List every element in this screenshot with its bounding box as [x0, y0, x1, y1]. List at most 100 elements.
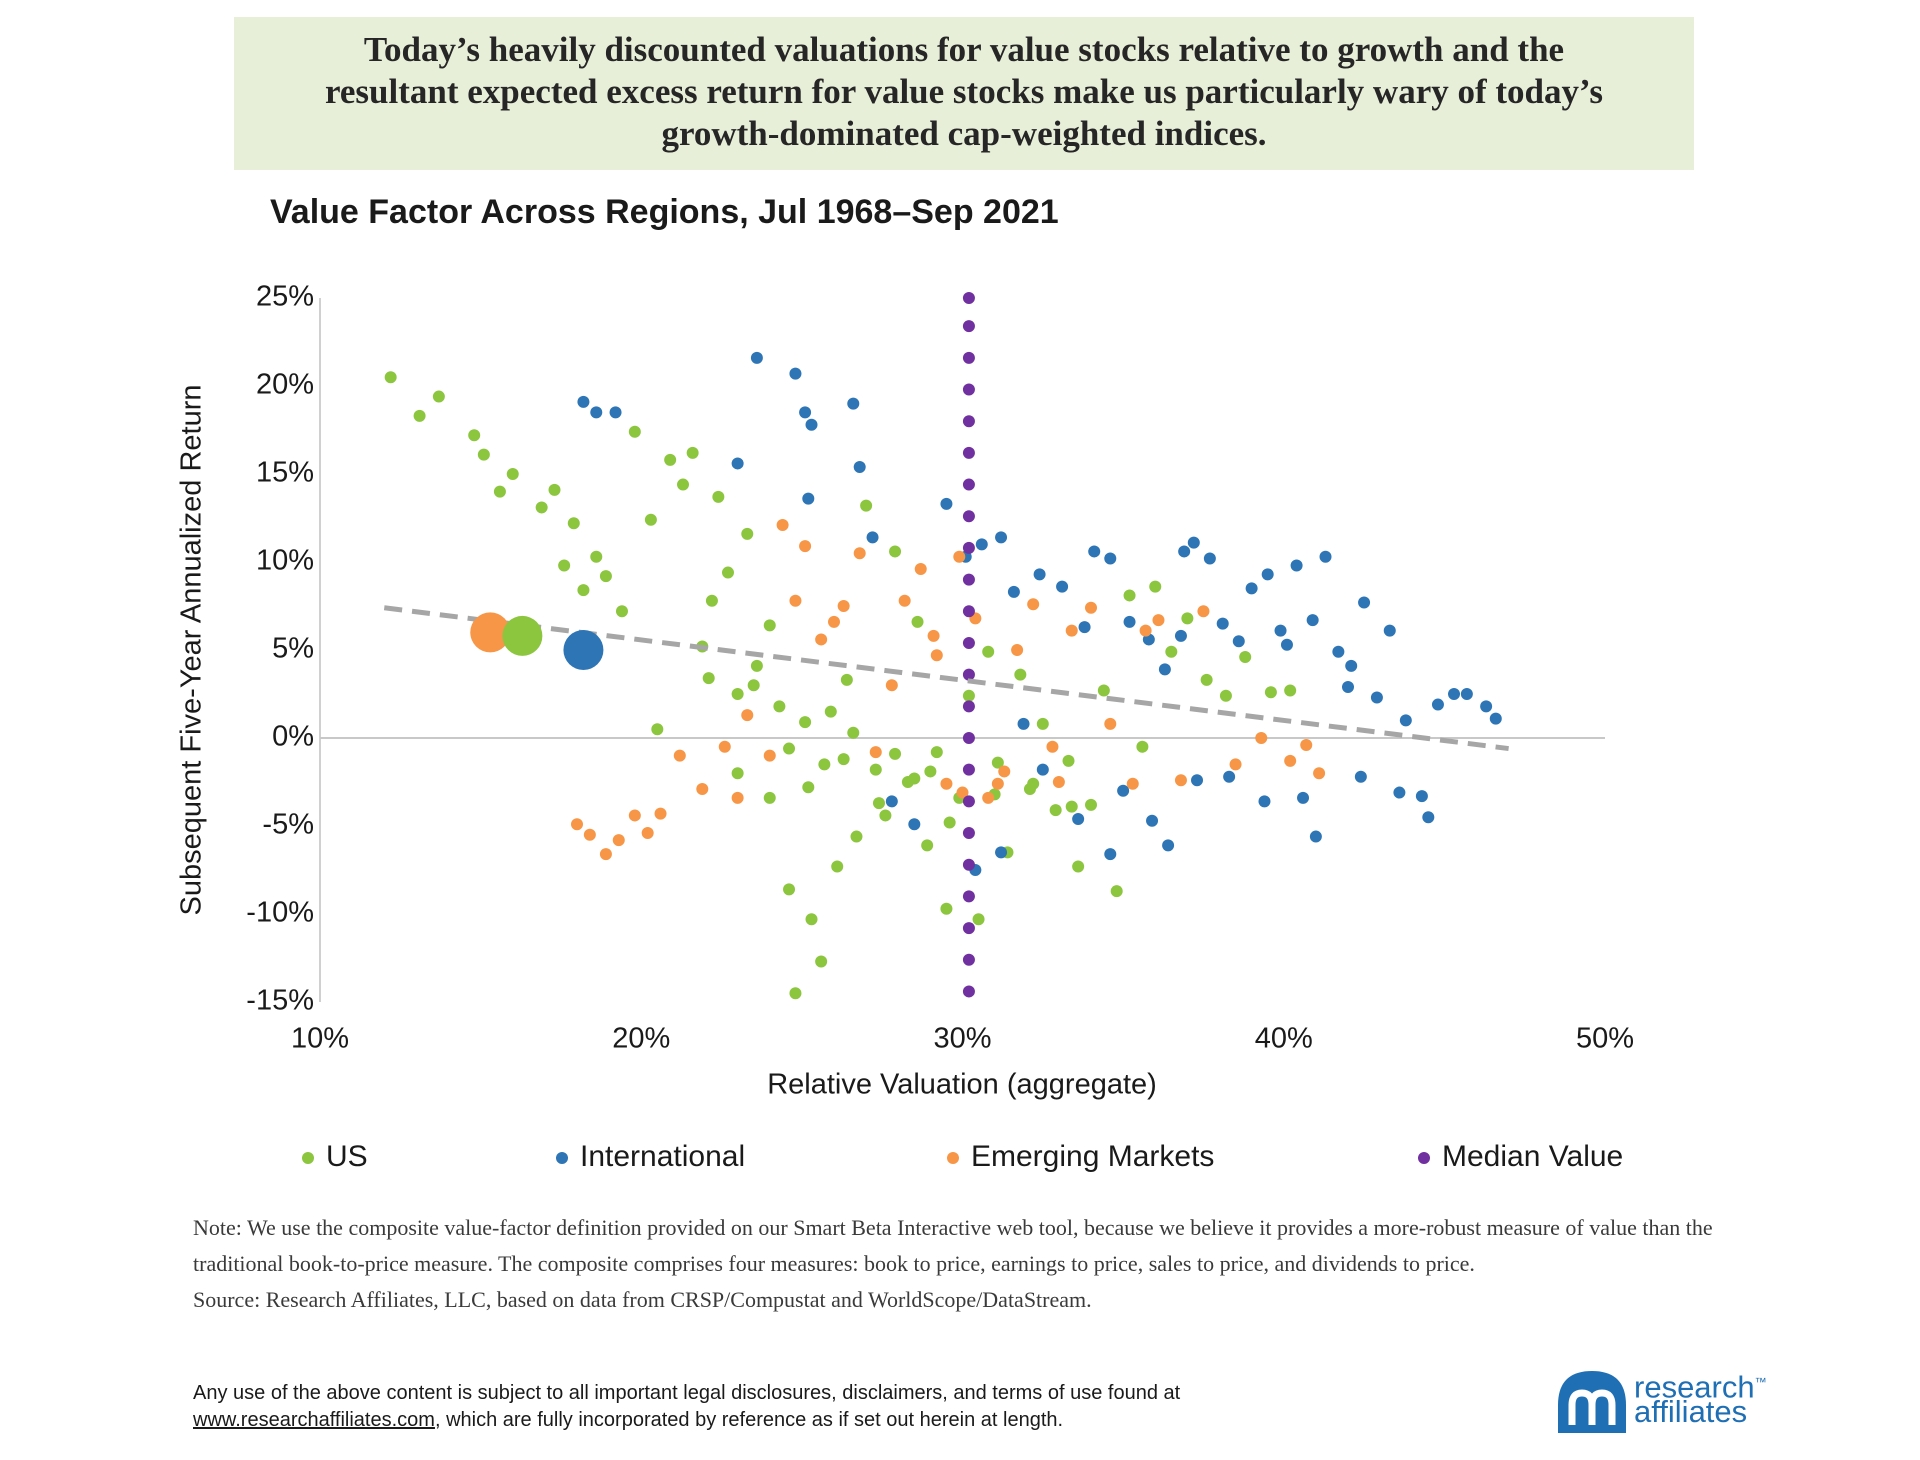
point [799, 406, 812, 419]
point [1258, 795, 1271, 808]
point [1187, 536, 1200, 549]
point [962, 320, 975, 333]
point [1229, 758, 1242, 771]
point [962, 510, 975, 523]
point [991, 756, 1004, 769]
point [975, 538, 988, 551]
point [962, 292, 975, 304]
point [962, 953, 975, 966]
logo-tm: ™ [1754, 1375, 1767, 1389]
point [853, 460, 866, 473]
point [535, 501, 548, 514]
point [1300, 739, 1313, 752]
point [940, 902, 953, 915]
point [853, 547, 866, 560]
point [962, 858, 975, 871]
point [1149, 580, 1162, 593]
point [1239, 651, 1252, 664]
point [1460, 688, 1473, 700]
point [1245, 582, 1258, 595]
trend-line [383, 605, 1509, 752]
y-tick-label: 5% [272, 633, 314, 665]
point [898, 594, 911, 607]
point [1313, 767, 1326, 780]
point [1354, 770, 1367, 783]
point [599, 570, 612, 583]
point [590, 550, 603, 563]
point [1046, 740, 1059, 753]
point [1345, 659, 1358, 672]
point [741, 709, 754, 722]
point [413, 409, 426, 422]
point [1255, 732, 1268, 744]
point [1049, 804, 1062, 817]
current-point [563, 630, 604, 670]
point [885, 795, 898, 808]
disclaimer-text: , which are fully incorporated by refere… [434, 1409, 1064, 1431]
point [1358, 596, 1371, 609]
point [1036, 717, 1049, 730]
point [1261, 568, 1274, 581]
point [783, 742, 796, 755]
point [1264, 686, 1277, 699]
point [962, 795, 975, 808]
point [702, 672, 715, 685]
point [1072, 812, 1085, 825]
point [866, 531, 879, 544]
point [908, 772, 921, 785]
logo-word: research [1634, 1369, 1755, 1405]
point [1319, 550, 1332, 563]
point [1284, 754, 1297, 767]
point [1146, 814, 1159, 827]
point [1480, 700, 1493, 713]
point [615, 605, 628, 618]
point [962, 636, 975, 649]
point [1126, 777, 1139, 790]
point [1117, 784, 1130, 797]
point [1033, 568, 1046, 581]
point [911, 615, 924, 628]
point [493, 485, 506, 498]
point [590, 406, 603, 419]
point [1290, 559, 1303, 572]
point [962, 922, 975, 935]
point [982, 791, 995, 804]
point [847, 726, 860, 739]
point [763, 619, 776, 632]
point [673, 749, 686, 762]
point [731, 457, 744, 470]
point [943, 816, 956, 829]
point [824, 705, 837, 718]
x-tick-label: 40% [1255, 1023, 1313, 1055]
point [962, 415, 975, 428]
point [1139, 624, 1152, 637]
point [962, 689, 975, 702]
point [1197, 605, 1210, 618]
point [889, 545, 902, 558]
point [567, 517, 580, 530]
y-tick-label: 0% [272, 721, 314, 753]
point [1011, 644, 1024, 656]
current-point [470, 612, 511, 653]
point [1072, 860, 1085, 873]
y-tick-label: 10% [256, 545, 314, 577]
point [1123, 615, 1136, 628]
point [799, 716, 812, 729]
point [1110, 885, 1123, 898]
x-tick-label: 50% [1576, 1023, 1634, 1055]
point [815, 955, 828, 968]
point [1370, 691, 1383, 704]
point [1448, 688, 1461, 700]
point [477, 448, 490, 461]
point [1383, 624, 1396, 637]
disclaimer-link[interactable]: www.researchaffiliates.com [193, 1409, 435, 1431]
point [1284, 684, 1297, 697]
point [1088, 545, 1101, 558]
point [548, 483, 561, 496]
point [628, 809, 641, 822]
legend-label: US [326, 1140, 368, 1173]
point [763, 791, 776, 804]
point [940, 497, 953, 510]
point [872, 797, 885, 810]
